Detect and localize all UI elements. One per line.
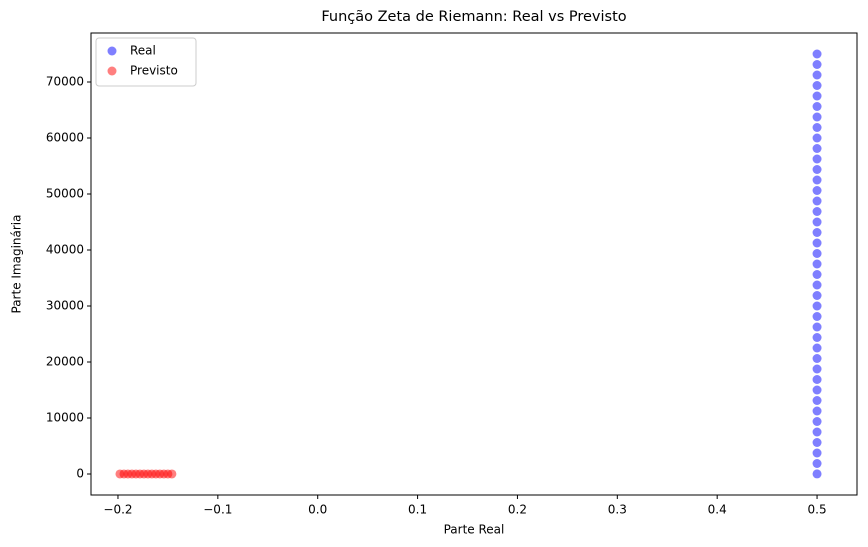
point <box>812 364 822 374</box>
point <box>812 396 822 405</box>
point <box>812 133 822 143</box>
point <box>812 238 822 248</box>
point <box>812 322 822 332</box>
point <box>812 91 822 101</box>
point <box>812 102 822 111</box>
point <box>812 333 822 342</box>
y-tick-label: 30000 <box>46 299 84 313</box>
point <box>812 60 822 69</box>
point <box>812 144 822 153</box>
y-tick-label: 70000 <box>46 75 84 89</box>
point <box>812 280 822 290</box>
point <box>812 385 822 395</box>
x-tick-label: 0.2 <box>508 503 527 517</box>
x-tick-label: 0.4 <box>708 503 727 517</box>
plot-frame <box>90 32 858 496</box>
point <box>812 81 822 90</box>
point <box>812 312 822 321</box>
point <box>812 270 822 279</box>
point <box>812 165 822 174</box>
y-axis-label: Parte Imaginária <box>10 215 24 314</box>
point <box>812 70 822 80</box>
x-tick-label: −0.1 <box>203 503 232 517</box>
y-tick-label: 10000 <box>46 411 84 425</box>
legend-marker <box>107 66 117 76</box>
x-axis-label: Parte Real <box>444 523 505 537</box>
y-tick-label: 60000 <box>46 131 84 145</box>
point <box>812 459 822 468</box>
point <box>812 49 822 59</box>
point <box>812 375 822 384</box>
point <box>812 186 822 195</box>
y-tick-label: 20000 <box>46 355 84 369</box>
point <box>812 259 822 269</box>
point <box>812 175 822 185</box>
point <box>812 448 822 458</box>
point <box>812 469 822 479</box>
chart-title: Função Zeta de Riemann: Real vs Previsto <box>321 9 626 25</box>
point <box>812 228 822 237</box>
x-tick-label: 0.1 <box>408 503 427 517</box>
y-tick-label: 0 <box>76 467 84 481</box>
point <box>812 249 822 258</box>
legend-box <box>95 37 197 87</box>
point <box>812 354 822 363</box>
y-tick-label: 50000 <box>46 187 84 201</box>
point <box>812 217 822 227</box>
y-tick-label: 40000 <box>46 243 84 257</box>
point <box>812 207 822 216</box>
x-tick-label: 0.3 <box>608 503 627 517</box>
point <box>812 417 822 426</box>
point <box>812 438 822 447</box>
x-tick-label: −0.2 <box>103 503 132 517</box>
legend-label: Previsto <box>130 64 178 78</box>
x-tick-label: 0.5 <box>808 503 827 517</box>
point <box>812 406 822 416</box>
point <box>167 469 177 479</box>
legend-marker <box>107 46 117 56</box>
point <box>812 112 822 122</box>
point <box>812 154 822 164</box>
point <box>812 301 822 311</box>
x-tick-label: 0.0 <box>308 503 327 517</box>
legend-label: Real <box>130 44 156 58</box>
point <box>812 343 822 353</box>
point <box>812 196 822 206</box>
point <box>812 291 822 300</box>
point <box>812 123 822 132</box>
legend: Real Previsto <box>95 37 197 87</box>
point <box>812 427 822 437</box>
